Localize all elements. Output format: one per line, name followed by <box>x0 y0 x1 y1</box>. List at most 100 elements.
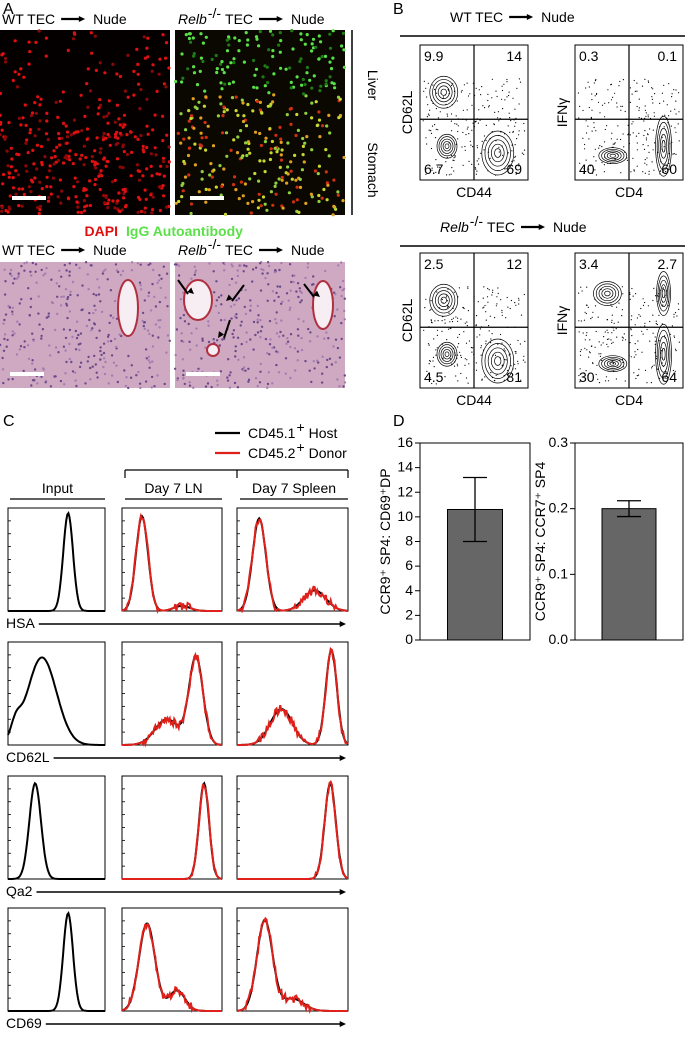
event <box>481 140 483 142</box>
cell <box>32 162 36 166</box>
event <box>673 336 676 338</box>
event <box>520 379 522 381</box>
arrow-head <box>78 15 86 23</box>
event <box>481 378 483 380</box>
event <box>505 359 507 361</box>
event <box>586 349 588 351</box>
cell <box>86 360 90 363</box>
cell <box>147 291 151 294</box>
cell <box>64 349 67 352</box>
cell <box>182 373 185 377</box>
cell <box>188 340 191 343</box>
cell <box>244 124 249 128</box>
cell <box>176 131 180 135</box>
event <box>479 119 481 121</box>
event <box>521 152 524 154</box>
cell <box>300 168 304 172</box>
arrow-line <box>303 283 315 298</box>
cell <box>3 333 7 336</box>
cell <box>184 128 188 132</box>
event <box>606 125 608 127</box>
event <box>498 146 500 148</box>
event <box>629 342 631 344</box>
cell <box>248 177 252 181</box>
event <box>601 146 603 148</box>
cell <box>214 185 218 189</box>
cell <box>304 201 308 205</box>
event <box>676 315 678 317</box>
cell <box>55 282 58 285</box>
cell <box>323 54 328 59</box>
cell <box>113 206 117 210</box>
event <box>584 148 586 150</box>
cell <box>215 339 219 342</box>
event <box>641 351 643 353</box>
cell <box>259 319 262 322</box>
cell <box>97 293 101 296</box>
cell <box>1 356 4 360</box>
cell <box>305 33 309 37</box>
event <box>674 312 677 314</box>
cell <box>33 101 37 105</box>
cell <box>295 198 299 202</box>
event <box>675 100 677 102</box>
cell <box>37 127 41 131</box>
event <box>448 328 450 330</box>
event <box>630 328 632 330</box>
cell <box>207 188 211 192</box>
cell <box>85 324 89 328</box>
event <box>508 94 510 97</box>
cell <box>46 199 51 203</box>
cell <box>191 97 195 101</box>
cell <box>271 100 275 104</box>
cell <box>135 374 138 377</box>
event <box>629 298 631 300</box>
event <box>648 170 650 172</box>
event <box>457 130 459 133</box>
cell <box>229 305 233 308</box>
cell <box>268 343 272 346</box>
event <box>434 124 436 126</box>
event <box>626 159 629 161</box>
cell <box>0 343 2 347</box>
event <box>430 147 433 150</box>
event <box>519 81 522 83</box>
quadrant-value: 4.5 <box>424 369 444 385</box>
cell <box>305 71 309 75</box>
histogram-box <box>7 507 106 612</box>
cell <box>342 48 346 52</box>
event <box>634 343 636 345</box>
cell <box>189 348 192 351</box>
event <box>604 331 606 333</box>
event <box>595 160 597 162</box>
cell <box>188 384 192 387</box>
cell <box>340 321 343 325</box>
event <box>466 128 468 130</box>
event <box>668 83 670 85</box>
cell <box>299 57 303 61</box>
cell <box>78 157 82 161</box>
event <box>585 132 588 134</box>
cell <box>256 321 259 324</box>
event <box>434 137 437 139</box>
cell <box>0 128 4 132</box>
cell <box>177 274 181 277</box>
contour <box>658 127 669 165</box>
cell <box>26 151 30 155</box>
cell <box>324 82 328 86</box>
cell <box>281 206 285 210</box>
cell <box>183 382 186 386</box>
event <box>427 104 429 106</box>
cell <box>139 386 142 390</box>
event <box>458 333 460 336</box>
event <box>630 319 632 321</box>
event <box>648 173 650 175</box>
event <box>524 361 526 363</box>
cell <box>158 57 162 61</box>
event <box>636 149 639 151</box>
cell <box>13 277 16 280</box>
cell <box>263 202 267 206</box>
title-part: Relb <box>178 11 207 27</box>
cell <box>267 371 270 374</box>
event <box>638 132 640 134</box>
